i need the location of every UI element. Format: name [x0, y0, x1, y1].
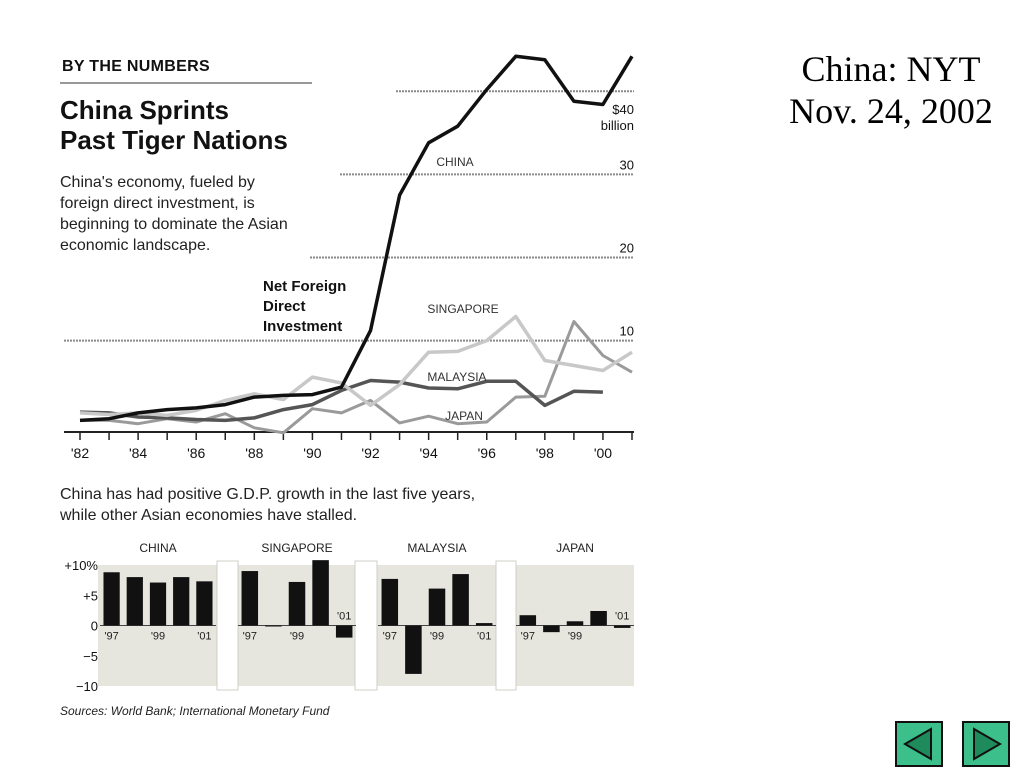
graphic-headline: China Sprints Past Tiger Nations	[60, 95, 360, 155]
series-line-singapore	[79, 314, 633, 418]
gdp-bar	[590, 610, 607, 626]
headline-line2: Past Tiger Nations	[60, 125, 288, 155]
series-label-singapore: SINGAPORE	[427, 302, 498, 316]
gdp-bar	[173, 577, 190, 626]
gdp-bar	[613, 625, 631, 628]
xtick-label: '98	[536, 445, 554, 461]
gdp-bar	[196, 581, 213, 626]
bar-year-label: '99	[151, 631, 165, 643]
ytick-label: 30	[620, 157, 634, 172]
panel-gap	[354, 560, 378, 691]
next-slide-button[interactable]	[962, 721, 1010, 767]
bar-year-label: '01	[337, 611, 351, 623]
gdp-bar	[241, 571, 259, 626]
gdp-bar	[335, 625, 353, 638]
bar-year-label: '01	[615, 611, 629, 623]
bar-ytick-label: 0	[91, 619, 98, 634]
gdp-bar	[288, 581, 306, 626]
kicker-label: BY THE NUMBERS	[62, 58, 210, 75]
bar-ytick-label: −10	[76, 679, 98, 694]
kicker-divider	[60, 82, 312, 84]
triangle-left-icon	[902, 727, 932, 761]
gdp-bar	[428, 588, 446, 626]
xtick-label: '90	[303, 445, 321, 461]
bar-year-label: '99	[568, 631, 582, 643]
xtick-label: '94	[420, 445, 438, 461]
chart-annotation-line: Net Foreign	[263, 278, 346, 295]
chart-annotation-line: Investment	[263, 318, 342, 335]
bar-year-label: '01	[197, 631, 211, 643]
panel-gap	[495, 560, 517, 691]
gdp-bar	[381, 578, 399, 626]
series-line-china	[79, 54, 634, 423]
gdp-bar	[452, 574, 469, 626]
slide-title: China: NYT Nov. 24, 2002	[760, 48, 1022, 132]
xtick-label: '96	[478, 445, 496, 461]
bar-year-label: '97	[521, 631, 535, 643]
gdp-bar	[519, 615, 537, 626]
bar-year-label: '97	[243, 631, 257, 643]
source-note: Sources: World Bank; International Monet…	[60, 704, 330, 718]
ytick-label: $40	[612, 102, 634, 117]
prev-slide-button[interactable]	[895, 721, 943, 767]
panel-title-singapore: SINGAPORE	[261, 541, 332, 555]
bar-ytick-label: +5	[83, 588, 98, 603]
panel-title-china: CHINA	[139, 541, 176, 555]
gdp-bar	[566, 621, 584, 626]
gdp-bar	[405, 625, 422, 674]
xtick-label: '82	[71, 445, 89, 461]
gdp-bar	[265, 625, 282, 627]
panel-gap	[216, 560, 239, 691]
triangle-right-icon	[973, 727, 1003, 761]
gdp-bar	[543, 625, 560, 633]
bar-ytick-label: +10%	[64, 558, 98, 573]
series-line-malaysia	[79, 378, 603, 423]
series-label-china: CHINA	[436, 155, 473, 169]
xtick-label: '88	[245, 445, 263, 461]
gdp-bar	[312, 560, 329, 626]
bar-year-label: '97	[104, 631, 118, 643]
series-label-malaysia: MALAYSIA	[427, 370, 486, 384]
ytick-label: 10	[620, 324, 634, 339]
xtick-label: '84	[129, 445, 147, 461]
gdp-bar	[126, 577, 143, 626]
panel-title-malaysia: MALAYSIA	[407, 541, 466, 555]
bar-year-label: '01	[477, 631, 491, 643]
xtick-label: '92	[361, 445, 379, 461]
xtick-label: '00	[594, 445, 612, 461]
gdp-bar	[149, 582, 167, 626]
series-label-japan: JAPAN	[445, 409, 483, 423]
ytick-unit: billion	[601, 118, 634, 133]
graphic-deck: China's economy, fueled by foreign direc…	[60, 174, 288, 254]
bar-year-label: '97	[383, 631, 397, 643]
panel-title-japan: JAPAN	[556, 541, 594, 555]
gdp-bar	[475, 623, 493, 626]
bar-year-label: '99	[430, 631, 444, 643]
bar-year-label: '99	[290, 631, 304, 643]
gdp-bar	[103, 572, 120, 626]
chart-annotation-line: Direct	[263, 298, 306, 315]
bar-ytick-label: −5	[83, 649, 98, 664]
slide-title-line2: Nov. 24, 2002	[789, 91, 993, 131]
xtick-label: '86	[187, 445, 205, 461]
slide-title-line1: China: NYT	[801, 49, 981, 89]
ytick-label: 20	[620, 240, 634, 255]
headline-line1: China Sprints	[60, 95, 230, 125]
gdp-deck: China has had positive G.D.P. growth in …	[60, 486, 476, 524]
